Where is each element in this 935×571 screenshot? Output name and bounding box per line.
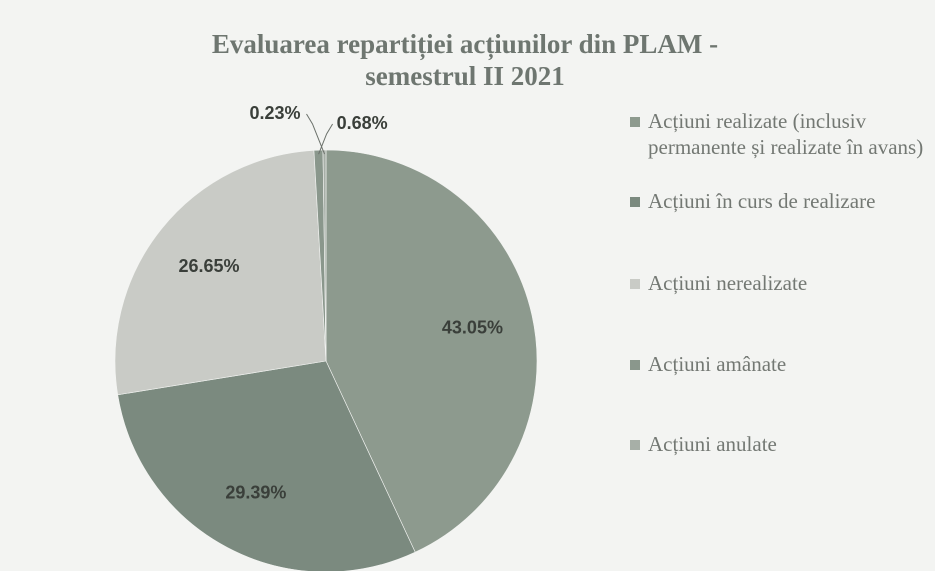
pie-slice — [117, 360, 416, 571]
leader-line — [318, 123, 334, 155]
pie-slice — [325, 149, 538, 553]
legend-label: Acțiuni în curs de realizare — [648, 189, 876, 213]
legend-swatch — [630, 197, 640, 207]
legend-label: Acțiuni realizate (inclusiv permanente ș… — [648, 109, 924, 159]
legend-swatch — [630, 360, 640, 370]
data-label: 26.65% — [178, 256, 239, 276]
legend-swatch — [630, 117, 640, 127]
legend-item: Acțiuni nerealizate — [628, 270, 928, 296]
legend-swatch — [630, 279, 640, 289]
legend-item: Acțiuni anulate — [628, 431, 928, 457]
legend-item: Acțiuni în curs de realizare — [628, 188, 928, 214]
legend-label: Acțiuni anulate — [648, 432, 777, 456]
pie-slice — [114, 150, 327, 396]
legend-swatch — [630, 440, 640, 450]
chart-title: Evaluarea repartiției acțiunilor din PLA… — [211, 29, 719, 91]
data-label: 0.23% — [249, 103, 300, 123]
data-label: 43.05% — [442, 317, 503, 337]
leader-line — [306, 113, 325, 155]
data-label: 29.39% — [225, 482, 286, 502]
legend-item: Acțiuni amânate — [628, 351, 928, 377]
legend-label: Acțiuni amânate — [648, 352, 787, 376]
legend-item: Acțiuni realizate (inclusiv permanente ș… — [628, 108, 928, 160]
legend-label: Acțiuni nerealizate — [648, 271, 808, 295]
data-label: 0.68% — [337, 113, 388, 133]
